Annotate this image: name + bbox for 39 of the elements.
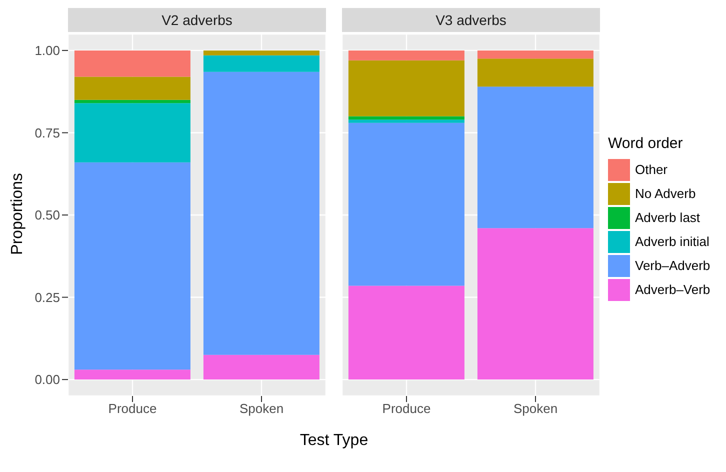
y-tick-label: 1.00 (34, 43, 60, 58)
bar (477, 228, 594, 380)
x-tick-label: Spoken (513, 401, 558, 416)
legend-label: Verb–Adverb (635, 258, 710, 273)
legend-label: Adverb last (635, 210, 700, 225)
bar (477, 86, 594, 228)
bar (203, 55, 320, 72)
bar (477, 58, 594, 87)
bar (348, 286, 464, 380)
x-axis-title: Test Type (298, 432, 370, 450)
bar (74, 370, 190, 380)
bar (74, 103, 190, 162)
bar (74, 76, 190, 100)
chart-title: V2 adverbs (68, 8, 326, 32)
bar (203, 354, 320, 380)
legend-label: Adverb initial (635, 234, 710, 249)
chart-title: V3 adverbs (342, 8, 600, 32)
bar (348, 120, 464, 123)
bar (74, 50, 190, 77)
bar (203, 50, 320, 56)
x-tick-label: Produce (382, 401, 431, 416)
bar (348, 122, 464, 286)
y-axis-title: Proportions (9, 173, 27, 255)
x-tick-label: Spoken (239, 401, 284, 416)
bar (348, 50, 464, 60)
bar (477, 50, 594, 59)
y-tick-label: 0.25 (34, 290, 60, 305)
legend-label: No Adverb (635, 186, 696, 201)
bar (348, 116, 464, 120)
y-tick-label: 0.75 (34, 125, 60, 140)
legend-title: Word order (608, 134, 684, 152)
legend-label: Adverb–Verb (635, 282, 710, 297)
y-tick-label: 0.00 (34, 372, 60, 388)
y-tick-label: 0.50 (34, 208, 60, 223)
bar (74, 100, 190, 104)
legend-label: Other (635, 162, 668, 177)
x-tick-label: Produce (108, 401, 157, 416)
bar (74, 162, 190, 370)
bar (348, 60, 464, 116)
